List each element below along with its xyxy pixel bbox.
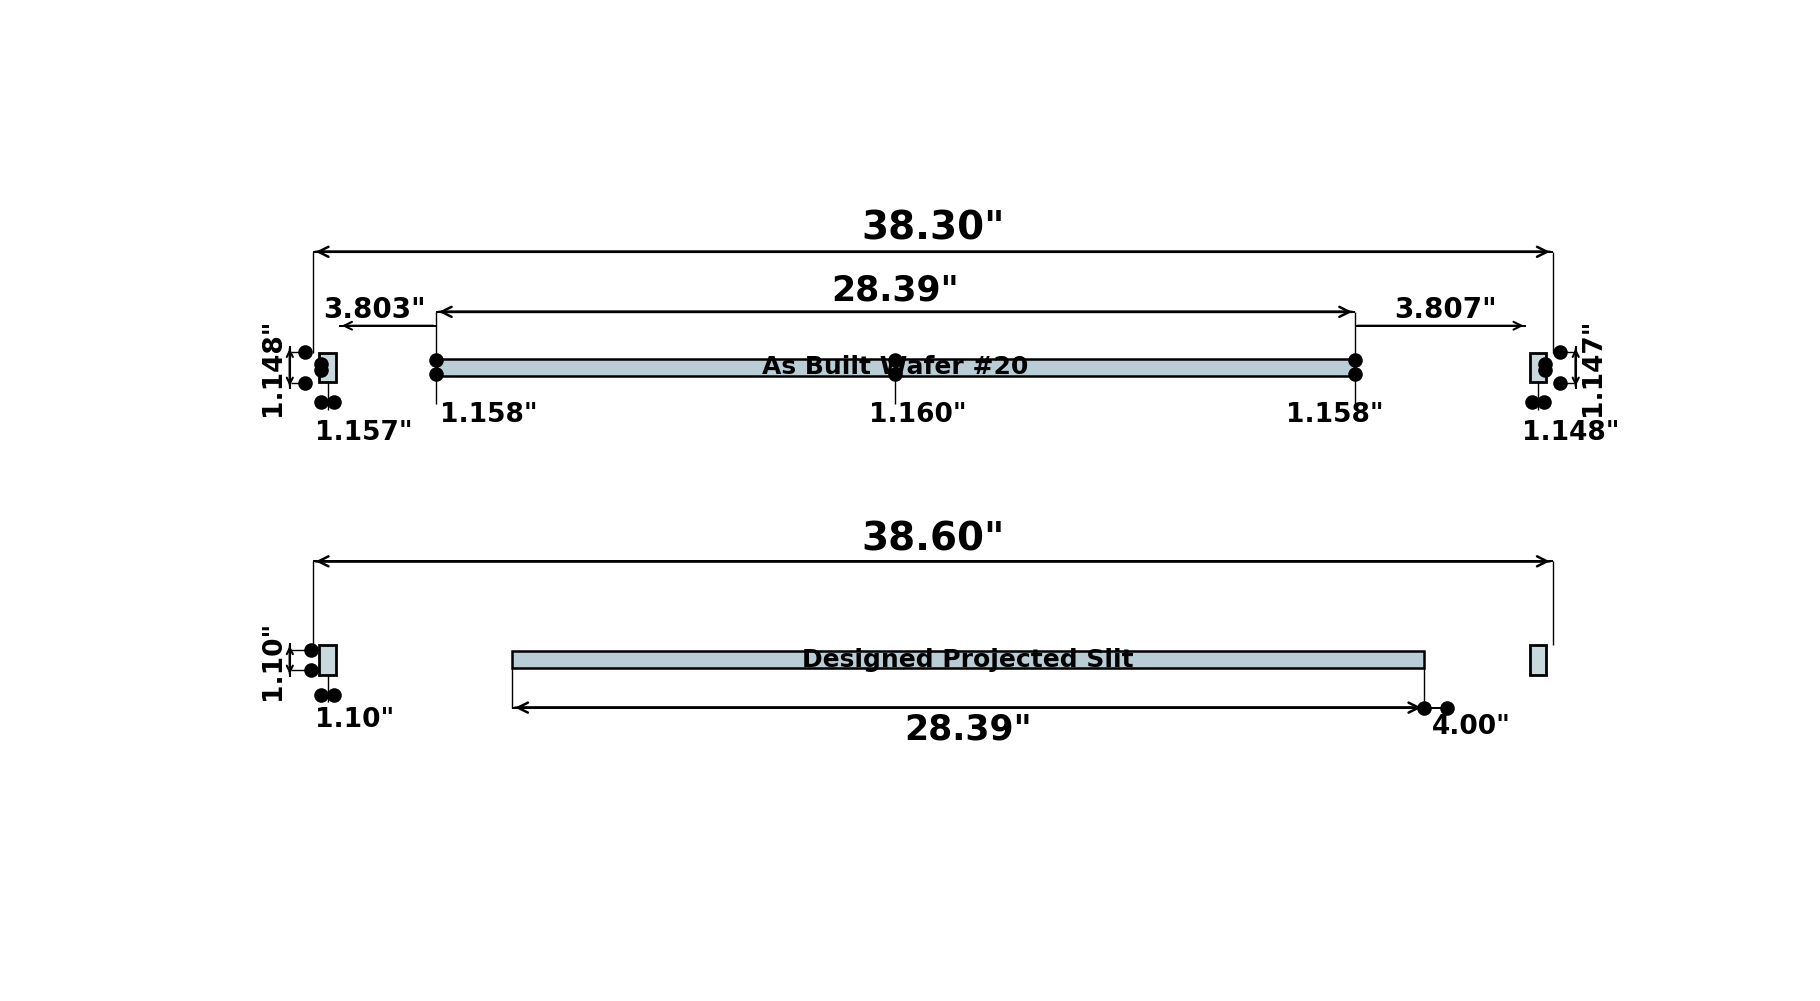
Text: 28.39": 28.39" (832, 273, 959, 307)
Bar (1529, 646, 1547, 675)
Point (297, 662, 326, 678)
Point (422, 366, 451, 382)
Point (1340, 352, 1369, 368)
Text: 1.160": 1.160" (868, 402, 966, 428)
Text: Designed Projected Slit: Designed Projected Slit (803, 648, 1134, 672)
Text: 1.158": 1.158" (1285, 402, 1383, 428)
Bar (1529, 352, 1547, 382)
Text: 1.157": 1.157" (315, 419, 413, 445)
Text: 3.803": 3.803" (324, 296, 426, 324)
Point (308, 687, 337, 703)
Point (291, 344, 320, 360)
Text: 1.148": 1.148" (1522, 419, 1620, 445)
Text: 1.158": 1.158" (440, 402, 537, 428)
Point (297, 642, 326, 658)
Text: 1.147": 1.147" (1580, 318, 1605, 416)
Text: 1.10": 1.10" (260, 621, 286, 700)
Point (1529, 394, 1558, 410)
Text: 38.30": 38.30" (861, 209, 1005, 247)
Point (881, 366, 910, 382)
Point (318, 394, 348, 410)
Point (1531, 362, 1560, 378)
Text: 1.10": 1.10" (315, 707, 395, 733)
Point (318, 687, 348, 703)
Text: 1.148": 1.148" (260, 318, 286, 416)
Point (306, 356, 335, 372)
Bar (437, 358, 1354, 375)
Point (1340, 366, 1369, 382)
Point (1545, 344, 1574, 360)
Point (306, 362, 335, 378)
Point (422, 352, 451, 368)
Point (1531, 356, 1560, 372)
Text: As Built Wafer #20: As Built Wafer #20 (763, 355, 1028, 379)
Point (1432, 700, 1461, 716)
Point (1545, 374, 1574, 390)
Text: 38.60": 38.60" (861, 521, 1005, 559)
Point (1409, 700, 1438, 716)
Bar (318, 352, 337, 382)
Bar (513, 652, 1423, 669)
Bar (318, 646, 337, 675)
Point (1518, 394, 1547, 410)
Text: 4.00": 4.00" (1432, 714, 1511, 740)
Point (308, 394, 337, 410)
Point (881, 352, 910, 368)
Point (291, 374, 320, 390)
Text: 3.807": 3.807" (1394, 296, 1496, 324)
Text: 28.39": 28.39" (905, 712, 1032, 746)
